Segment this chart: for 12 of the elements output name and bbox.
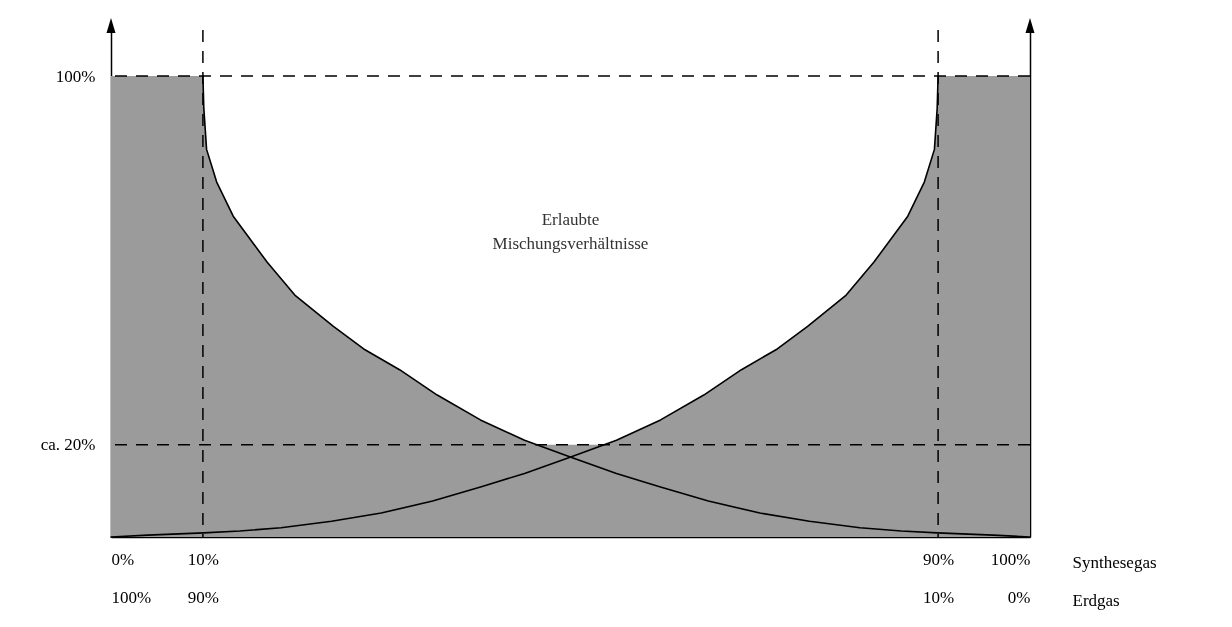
x2-tick-label: 100% (111, 587, 152, 607)
y-tick-label: ca. 20% (40, 435, 96, 455)
x2-tick-label: 10% (923, 587, 955, 607)
x-axis-title: Synthesegas (1072, 552, 1157, 572)
x2-tick-label: 0% (1007, 587, 1031, 607)
x-tick-label: 0% (111, 549, 135, 569)
x-tick-label: 10% (187, 549, 219, 569)
x2-axis-title: Erdgas (1072, 590, 1120, 610)
x-tick-label: 90% (923, 549, 955, 569)
x2-tick-label: 90% (187, 587, 219, 607)
x-tick-label: 100% (990, 549, 1031, 569)
annotation: Erlaubte Mischungsverhältnisse (492, 210, 649, 253)
